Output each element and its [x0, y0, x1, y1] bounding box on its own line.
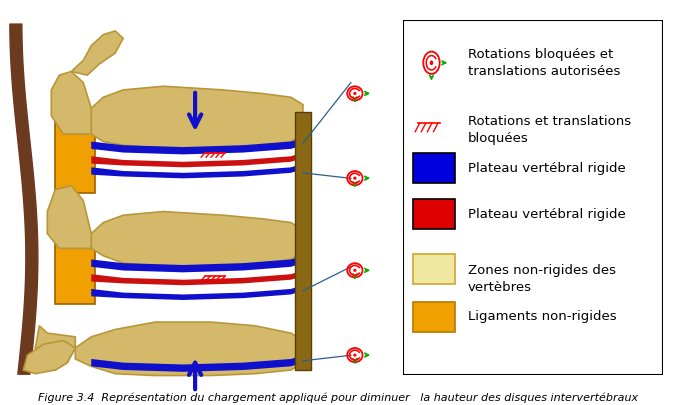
- Circle shape: [353, 269, 357, 272]
- Text: Plateau vertébral rigide: Plateau vertébral rigide: [468, 208, 626, 221]
- Polygon shape: [71, 31, 123, 75]
- Bar: [413, 153, 455, 183]
- Bar: [56, 112, 95, 193]
- Text: Zones non-rigides des
vertèbres: Zones non-rigides des vertèbres: [468, 264, 616, 294]
- Bar: [413, 199, 455, 229]
- Polygon shape: [91, 285, 303, 300]
- Circle shape: [353, 354, 357, 357]
- Text: Plateau vertébral rigide: Plateau vertébral rigide: [468, 162, 626, 175]
- Polygon shape: [35, 326, 75, 370]
- Text: Rotations et translations
bloquées: Rotations et translations bloquées: [468, 115, 631, 145]
- Polygon shape: [91, 138, 303, 154]
- Polygon shape: [47, 186, 91, 248]
- Polygon shape: [75, 322, 303, 375]
- Polygon shape: [91, 164, 303, 178]
- Circle shape: [353, 177, 357, 180]
- Text: Figure 3.4  Représentation du chargement appliqué pour diminuer   la hauteur des: Figure 3.4 Représentation du chargement …: [39, 392, 638, 403]
- Circle shape: [430, 60, 433, 65]
- Polygon shape: [91, 271, 303, 285]
- Polygon shape: [23, 341, 75, 374]
- Polygon shape: [91, 211, 303, 267]
- Bar: [413, 254, 455, 284]
- Bar: [56, 237, 95, 304]
- Text: Rotations bloquées et
translations autorisées: Rotations bloquées et translations autor…: [468, 48, 620, 78]
- Polygon shape: [91, 86, 303, 149]
- Bar: [295, 112, 311, 370]
- Polygon shape: [91, 256, 303, 272]
- Bar: [403, 20, 663, 375]
- Polygon shape: [91, 355, 303, 372]
- Bar: [413, 302, 455, 332]
- Polygon shape: [51, 71, 91, 134]
- Circle shape: [353, 92, 357, 95]
- Polygon shape: [91, 153, 303, 167]
- Text: Ligaments non-rigides: Ligaments non-rigides: [468, 310, 617, 323]
